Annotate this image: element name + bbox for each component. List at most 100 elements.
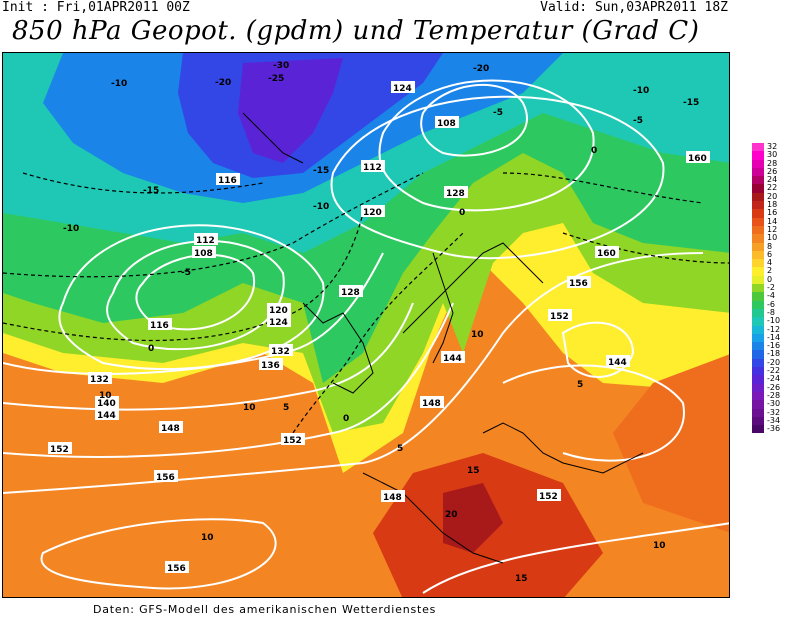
legend-swatch xyxy=(752,350,764,359)
legend-swatch xyxy=(752,367,764,376)
temp-label-5: 5 xyxy=(283,403,289,413)
geopot-label-140: 140 xyxy=(97,399,116,409)
legend-label: -10 xyxy=(767,316,781,326)
temp-label-minus10c: -10 xyxy=(313,202,329,212)
legend-label: -24 xyxy=(767,374,781,384)
legend-item: 6 xyxy=(752,249,788,260)
geopot-label-148c: 148 xyxy=(383,493,402,503)
legend-label: -26 xyxy=(767,382,781,392)
legend-item: 10 xyxy=(752,233,788,243)
geopotential-label-layer: 108 108 112 112 116 116 120 120 124 124 … xyxy=(48,81,710,574)
legend-swatch xyxy=(752,225,764,235)
temp-label-15: 15 xyxy=(467,466,480,476)
legend-swatch xyxy=(752,151,764,160)
temp-label-10: 10 xyxy=(99,391,112,401)
legend-swatch xyxy=(752,342,764,351)
temp-zone-east xyxy=(613,354,729,533)
legend-item: 0 xyxy=(752,274,788,285)
geopot-label-152c: 152 xyxy=(550,312,569,322)
temp-label-minus25: -25 xyxy=(268,74,284,84)
legend-item: 18 xyxy=(752,200,788,210)
legend-label: -6 xyxy=(767,299,775,309)
temp-label-minus5: -5 xyxy=(181,268,191,278)
temperature-legend: 32 30 28 26 24 22 20 18 16 14 12 10 8 6 4 2 0 -2 -4 -6 -8 -10… xyxy=(752,142,788,434)
legend-swatch xyxy=(752,416,764,426)
geopot-label-132b: 132 xyxy=(90,375,109,385)
legend-label: 30 xyxy=(767,150,778,160)
legend-swatch xyxy=(752,184,764,193)
legend-swatch xyxy=(752,242,764,251)
legend-swatch xyxy=(752,143,764,152)
legend-label: 14 xyxy=(767,216,778,226)
geopot-label-144c: 144 xyxy=(608,358,627,368)
legend-label: -30 xyxy=(767,399,781,409)
temp-label-0b: 0 xyxy=(343,414,349,424)
legend-item: 24 xyxy=(752,175,788,185)
temp-label-minus20b: -20 xyxy=(473,64,489,74)
legend-label: -18 xyxy=(767,349,781,359)
legend-swatch xyxy=(752,275,764,285)
geopot-label-112b: 112 xyxy=(363,163,382,173)
temp-label-minus10b: -10 xyxy=(63,224,79,234)
temp-label-minus15b: -15 xyxy=(313,166,329,176)
legend-swatch xyxy=(752,201,764,210)
legend-label: 4 xyxy=(767,258,773,268)
legend-swatch xyxy=(752,325,764,334)
geopot-label-152b: 152 xyxy=(283,436,302,446)
legend-item: -14 xyxy=(752,333,788,343)
legend-swatch xyxy=(752,308,764,318)
legend-item: 8 xyxy=(752,241,788,251)
legend-swatch xyxy=(752,159,764,168)
legend-swatch xyxy=(752,400,764,409)
legend-swatch xyxy=(752,300,764,309)
legend-item: -8 xyxy=(752,307,788,318)
legend-label: 8 xyxy=(767,241,773,251)
isotherms xyxy=(3,172,729,434)
legend-swatch xyxy=(752,234,764,243)
legend-label: 6 xyxy=(767,249,773,259)
legend-item: -34 xyxy=(752,416,788,426)
legend-item: -36 xyxy=(752,424,788,434)
legend-item: -22 xyxy=(752,366,788,376)
legend-label: 16 xyxy=(767,208,778,218)
geopot-label-148: 148 xyxy=(161,424,180,434)
legend-item: -16 xyxy=(752,341,788,351)
valid-time: Valid: Sun,03APR2011 18Z xyxy=(540,0,728,15)
geopot-label-120: 120 xyxy=(269,306,288,316)
geopot-label-132: 132 xyxy=(271,347,290,357)
temp-zone-hottest xyxy=(443,483,503,553)
legend-label: -8 xyxy=(767,307,775,317)
legend-item: -26 xyxy=(752,382,788,392)
weather-map: 108 108 112 112 116 116 120 120 124 124 … xyxy=(2,52,730,598)
legend-swatch xyxy=(752,192,764,202)
legend-label: 12 xyxy=(767,224,778,234)
legend-item: -24 xyxy=(752,374,788,384)
legend-item: 30 xyxy=(752,150,788,160)
geopot-label-144b: 144 xyxy=(443,354,462,364)
legend-label: 32 xyxy=(767,142,778,151)
legend-label: 22 xyxy=(767,183,778,193)
geopot-label-148b: 148 xyxy=(422,399,441,409)
geopot-label-120b: 120 xyxy=(363,208,382,218)
legend-item: 26 xyxy=(752,167,788,177)
temp-label-minus5b: -5 xyxy=(493,108,503,118)
geopot-label-128b: 128 xyxy=(446,189,465,199)
legend-item: -30 xyxy=(752,399,788,409)
geopot-label-156: 156 xyxy=(156,473,175,483)
temp-label-20: 20 xyxy=(445,510,458,520)
legend-label: -36 xyxy=(767,424,781,434)
legend-label: -28 xyxy=(767,390,781,400)
geopot-label-156b: 156 xyxy=(569,279,588,289)
temp-label-10d: 10 xyxy=(653,541,666,551)
legend-label: -4 xyxy=(767,291,775,301)
legend-label: 0 xyxy=(767,274,773,284)
geopot-label-160b: 160 xyxy=(597,249,616,259)
temp-label-minus10d: -10 xyxy=(633,86,649,96)
temp-label-0: 0 xyxy=(148,344,154,354)
geopot-label-116: 116 xyxy=(218,176,237,186)
legend-item: -12 xyxy=(752,325,788,334)
temp-zone-arctic xyxy=(238,58,343,163)
legend-item: 14 xyxy=(752,216,788,226)
legend-swatch xyxy=(752,267,764,276)
legend-item: 32 xyxy=(752,142,788,152)
